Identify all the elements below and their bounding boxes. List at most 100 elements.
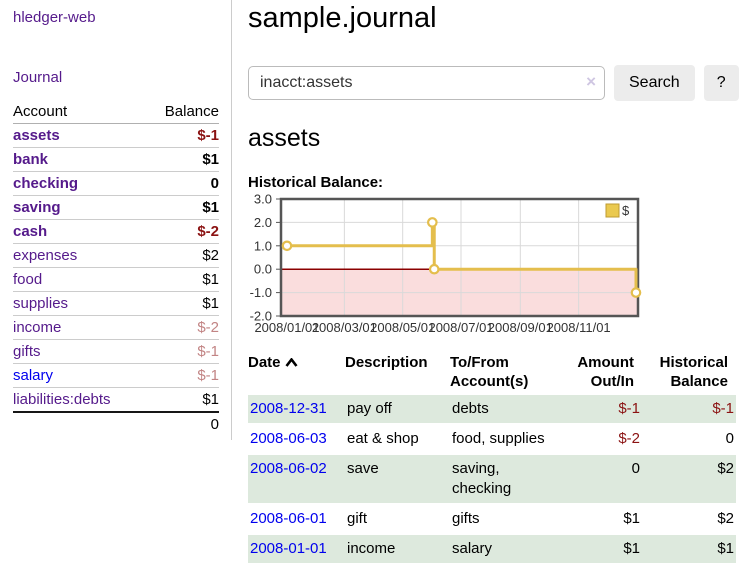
- accounts-total-row: 0: [13, 411, 219, 436]
- svg-text:2008/05/01: 2008/05/01: [370, 320, 435, 335]
- main-content: sample.journal × Search ? assets Histori…: [232, 0, 742, 563]
- column-header-accounts: To/From Account(s): [450, 351, 562, 394]
- balance-header-line1: Historical: [659, 354, 728, 371]
- transaction-accounts: salary: [452, 540, 493, 557]
- transaction-date-link[interactable]: 2008-12-31: [250, 400, 327, 417]
- account-link[interactable]: assets: [13, 127, 60, 144]
- chart-canvas: 3.0 2.0 1.0 0.0 -1.0 -2.02008/01/012008/03/01…: [250, 193, 642, 335]
- column-header-description: Description: [345, 354, 428, 371]
- transaction-accounts: debts: [452, 400, 489, 417]
- account-row: supplies $1: [13, 291, 219, 316]
- transaction-amount: $-2: [618, 430, 640, 447]
- svg-text:2.0: 2.0: [254, 215, 272, 230]
- account-balance: $-2: [145, 219, 219, 244]
- account-balance: $1: [145, 195, 219, 220]
- help-button[interactable]: ?: [703, 65, 739, 101]
- transactions-header-row: Date Description To/From Account(s) Amou…: [248, 351, 736, 394]
- transaction-balance: $-1: [712, 400, 734, 417]
- transaction-row: 2008-06-03 eat & shop food, supplies $-2 0: [248, 424, 736, 454]
- account-link[interactable]: cash: [13, 223, 48, 240]
- svg-text:0.0: 0.0: [254, 262, 272, 277]
- transaction-date-link[interactable]: 2008-06-01: [250, 510, 327, 527]
- transaction-date-link[interactable]: 2008-06-03: [250, 430, 327, 447]
- amount-header-line1: Amount: [577, 354, 634, 371]
- account-row: gifts $-1: [13, 339, 219, 364]
- accounts-header-row: Account Balance: [13, 99, 219, 124]
- transaction-date-link[interactable]: 2008-06-02: [250, 460, 327, 477]
- account-row: bank $1: [13, 147, 219, 172]
- transaction-description: save: [347, 460, 379, 477]
- sort-ascending-icon: [284, 357, 298, 367]
- svg-text:2008/01/01: 2008/01/01: [254, 320, 319, 335]
- svg-text:2008/11/01: 2008/11/01: [547, 320, 611, 335]
- account-link[interactable]: salary: [13, 367, 54, 384]
- account-balance: $-1: [145, 363, 219, 388]
- account-balance: $2: [145, 243, 219, 268]
- transaction-accounts: gifts: [452, 510, 480, 527]
- account-link[interactable]: saving: [13, 199, 61, 216]
- transaction-description: income: [347, 540, 396, 557]
- account-link[interactable]: expenses: [13, 247, 78, 264]
- account-link[interactable]: food: [13, 271, 43, 288]
- account-link[interactable]: income: [13, 319, 62, 336]
- account-link[interactable]: checking: [13, 175, 79, 192]
- svg-text:1.0: 1.0: [254, 238, 272, 253]
- search-form: × Search ?: [248, 65, 742, 101]
- transaction-amount: $-1: [618, 400, 640, 417]
- account-row: food $1: [13, 267, 219, 292]
- app-title-link[interactable]: hledger-web: [13, 9, 96, 26]
- transaction-date-link[interactable]: 2008-01-01: [250, 540, 327, 557]
- sidebar: hledger-web Journal Account Balance asse…: [0, 0, 232, 440]
- search-button[interactable]: Search: [614, 65, 695, 101]
- transaction-balance: $2: [717, 510, 734, 527]
- accounts-header-line2: Account(s): [450, 373, 529, 390]
- account-row: assets $-1: [13, 123, 219, 148]
- account-link[interactable]: supplies: [13, 295, 69, 312]
- balance-header-line2: Balance: [670, 373, 728, 390]
- account-row: checking 0: [13, 171, 219, 196]
- transaction-amount: 0: [631, 460, 640, 477]
- account-balance: $1: [145, 267, 219, 292]
- account-row: cash $-2: [13, 219, 219, 244]
- page-title: sample.journal: [248, 2, 437, 34]
- svg-text:2008/03/01: 2008/03/01: [312, 320, 377, 335]
- transaction-row: 2008-01-01 income salary $1 $1: [248, 534, 736, 563]
- account-balance: 0: [145, 171, 219, 196]
- chart-title: Historical Balance:: [248, 174, 384, 191]
- account-balance: $1: [145, 387, 219, 413]
- account-link[interactable]: gifts: [13, 343, 41, 360]
- transaction-row: 2008-06-02 save saving, checking 0 $2: [248, 454, 736, 504]
- clear-search-icon[interactable]: ×: [586, 72, 596, 91]
- account-link[interactable]: liabilities:debts: [13, 391, 111, 408]
- account-row: expenses $2: [13, 243, 219, 268]
- account-balance: $-1: [145, 123, 219, 148]
- account-row: salary $-1: [13, 363, 219, 388]
- search-input[interactable]: [248, 66, 605, 100]
- account-balance: $1: [145, 147, 219, 172]
- account-link[interactable]: bank: [13, 151, 49, 168]
- amount-header-line2: Out/In: [590, 373, 634, 390]
- transaction-description: eat & shop: [347, 430, 419, 447]
- svg-text:2008/07/01: 2008/07/01: [428, 320, 493, 335]
- accounts-header-balance: Balance: [145, 99, 219, 124]
- sidebar-item-journal[interactable]: Journal: [13, 69, 63, 86]
- svg-text:3.0: 3.0: [254, 193, 272, 207]
- column-header-date[interactable]: Date: [248, 351, 345, 394]
- account-balance: $-2: [145, 315, 219, 340]
- account-row: liabilities:debts $1: [13, 387, 219, 413]
- accounts-total-value: 0: [145, 411, 219, 436]
- accounts-table: Account Balance assets $-1 bank $1 checking 0…: [13, 99, 219, 436]
- transaction-balance: $1: [717, 540, 734, 557]
- transaction-description: pay off: [347, 400, 392, 417]
- accounts-header-line1: To/From: [450, 354, 509, 371]
- historical-balance-chart: 3.0 2.0 1.0 0.0 -1.0 -2.0 2008/01/01 2008/03/01…: [248, 193, 742, 345]
- transaction-amount: $1: [623, 540, 640, 557]
- transaction-description: gift: [347, 510, 368, 527]
- accounts-header-account: Account: [13, 99, 146, 124]
- account-row: income $-2: [13, 315, 219, 340]
- transaction-amount: $1: [623, 510, 640, 527]
- transaction-accounts: saving, checking: [452, 460, 512, 497]
- account-balance: $1: [145, 291, 219, 316]
- svg-text:-2.0: -2.0: [250, 309, 272, 324]
- transaction-row: 2008-06-01 gift gifts $1 $2: [248, 504, 736, 534]
